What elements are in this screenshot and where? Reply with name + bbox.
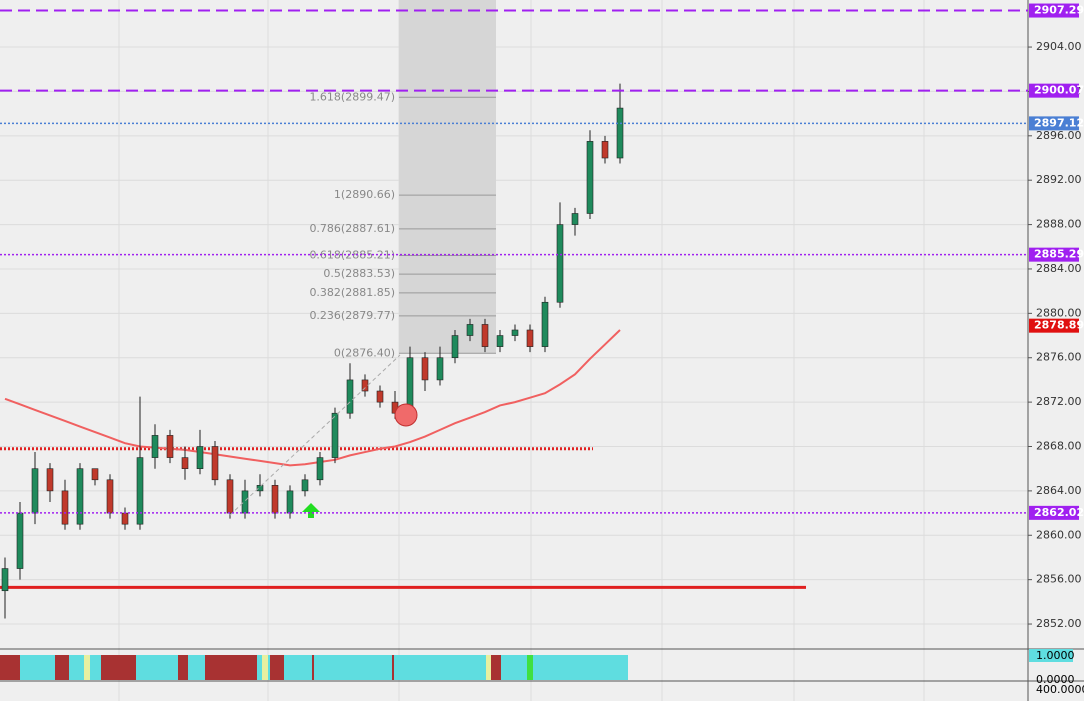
ma-label-box [1029, 318, 1079, 333]
indicator-band [527, 655, 533, 680]
indicator-strip [0, 655, 628, 680]
y-tick-label: 2904.00 [1036, 40, 1082, 53]
candle-body [331, 412, 339, 458]
x-grid [118, 0, 925, 701]
y-tick-label: 2864.00 [1036, 484, 1082, 497]
indicator-band [262, 655, 268, 680]
indicator-band [178, 655, 188, 680]
price-label: 2900.07 [1034, 84, 1084, 97]
y-tick-label: 2856.00 [1036, 573, 1082, 586]
fib-anchor-line [229, 354, 401, 516]
indicator-label: 0.0000 [1036, 673, 1075, 686]
candle-body [241, 490, 249, 514]
candle-body [121, 512, 129, 525]
candle-body [346, 379, 354, 414]
fib-label: 0(2876.40) [334, 346, 395, 359]
candle-body [181, 457, 189, 469]
price-label-box [1029, 247, 1079, 262]
candle-body [286, 490, 294, 514]
indicator-label-box [1029, 649, 1073, 662]
candle-body [1, 568, 9, 592]
candle-body [226, 479, 234, 514]
indicator-band [312, 655, 314, 680]
candle-body [601, 141, 609, 159]
plot: 1.618(2899.47) 1(2890.66) 0.786(2887.61) 0.… [0, 0, 1028, 625]
candle-body [376, 390, 384, 403]
candle-body [61, 490, 69, 525]
candle-body [211, 446, 219, 481]
indicator-band [491, 655, 501, 680]
candle-body [91, 468, 99, 481]
indicator-label: 400.0000 [1036, 683, 1084, 696]
y-tick-label: 2868.00 [1036, 439, 1082, 452]
price-label: 2897.12 [1034, 116, 1084, 129]
price-label-box [1029, 3, 1079, 18]
candle-body [46, 468, 54, 492]
candle-body [136, 457, 144, 525]
candle-body [481, 324, 489, 347]
candle-body [151, 435, 159, 458]
candle-body [196, 446, 204, 469]
price-label-box [1029, 83, 1079, 98]
price-label: 2885.29 [1034, 248, 1084, 261]
candle-body [466, 324, 474, 336]
fib-label: 0.5(2883.53) [323, 267, 395, 280]
candle-body [586, 141, 594, 214]
y-tick-label: 2860.00 [1036, 528, 1082, 541]
candle-body [301, 479, 309, 492]
indicator-band [84, 655, 90, 680]
indicator-band [101, 655, 136, 680]
candle-body [421, 357, 429, 381]
ma-label: 2878.89 [1034, 319, 1084, 332]
indicator-band [392, 655, 394, 680]
price-label-box [1029, 116, 1079, 131]
y-tick-label: 2892.00 [1036, 173, 1082, 186]
indicator-band [270, 655, 284, 680]
candle-body [316, 457, 324, 481]
fib-label: 1.618(2899.47) [309, 90, 395, 103]
candle-body [166, 435, 174, 458]
candle-body [16, 512, 24, 569]
fib-label: 0.786(2887.61) [309, 222, 395, 235]
candle-body [271, 485, 279, 514]
y-tick-label: 2880.00 [1036, 306, 1082, 319]
indicator-label: 1.0000 [1036, 649, 1075, 662]
price-label-box [1029, 505, 1079, 520]
candle-body [526, 329, 534, 347]
moving-average [4, 329, 621, 467]
candle-body [31, 468, 39, 514]
candle-body [556, 224, 564, 303]
candle-body [541, 301, 549, 347]
candle-body [616, 107, 624, 159]
candle-body [76, 468, 84, 525]
indicator-band [205, 655, 257, 680]
candle-body [451, 335, 459, 359]
indicator-band [55, 655, 69, 680]
candle-body [106, 479, 114, 514]
buy-arrow [302, 503, 320, 518]
y-tick-label: 2896.00 [1036, 129, 1082, 142]
fib-label: 1(2890.66) [334, 188, 395, 201]
y-tick-label: 2888.00 [1036, 218, 1082, 231]
y-tick-label: 2852.00 [1036, 617, 1082, 630]
indicator-band [0, 655, 20, 680]
candle-body [436, 357, 444, 381]
indicator-band [486, 655, 491, 680]
candle-body [256, 485, 264, 492]
candle-body [511, 329, 519, 336]
price-label: 2907.29 [1034, 4, 1084, 17]
candle-body [496, 335, 504, 347]
y-tick-label: 2884.00 [1036, 262, 1082, 275]
y-tick-label: 2876.00 [1036, 351, 1082, 364]
candle-body [571, 213, 579, 225]
y-tick-label: 2872.00 [1036, 395, 1082, 408]
fib-label: 0.236(2879.77) [309, 309, 395, 322]
price-label: 2862.02 [1034, 506, 1084, 519]
fib-box [399, 0, 496, 354]
signal-dot [394, 403, 418, 427]
fib-label: 0.382(2881.85) [309, 286, 395, 299]
